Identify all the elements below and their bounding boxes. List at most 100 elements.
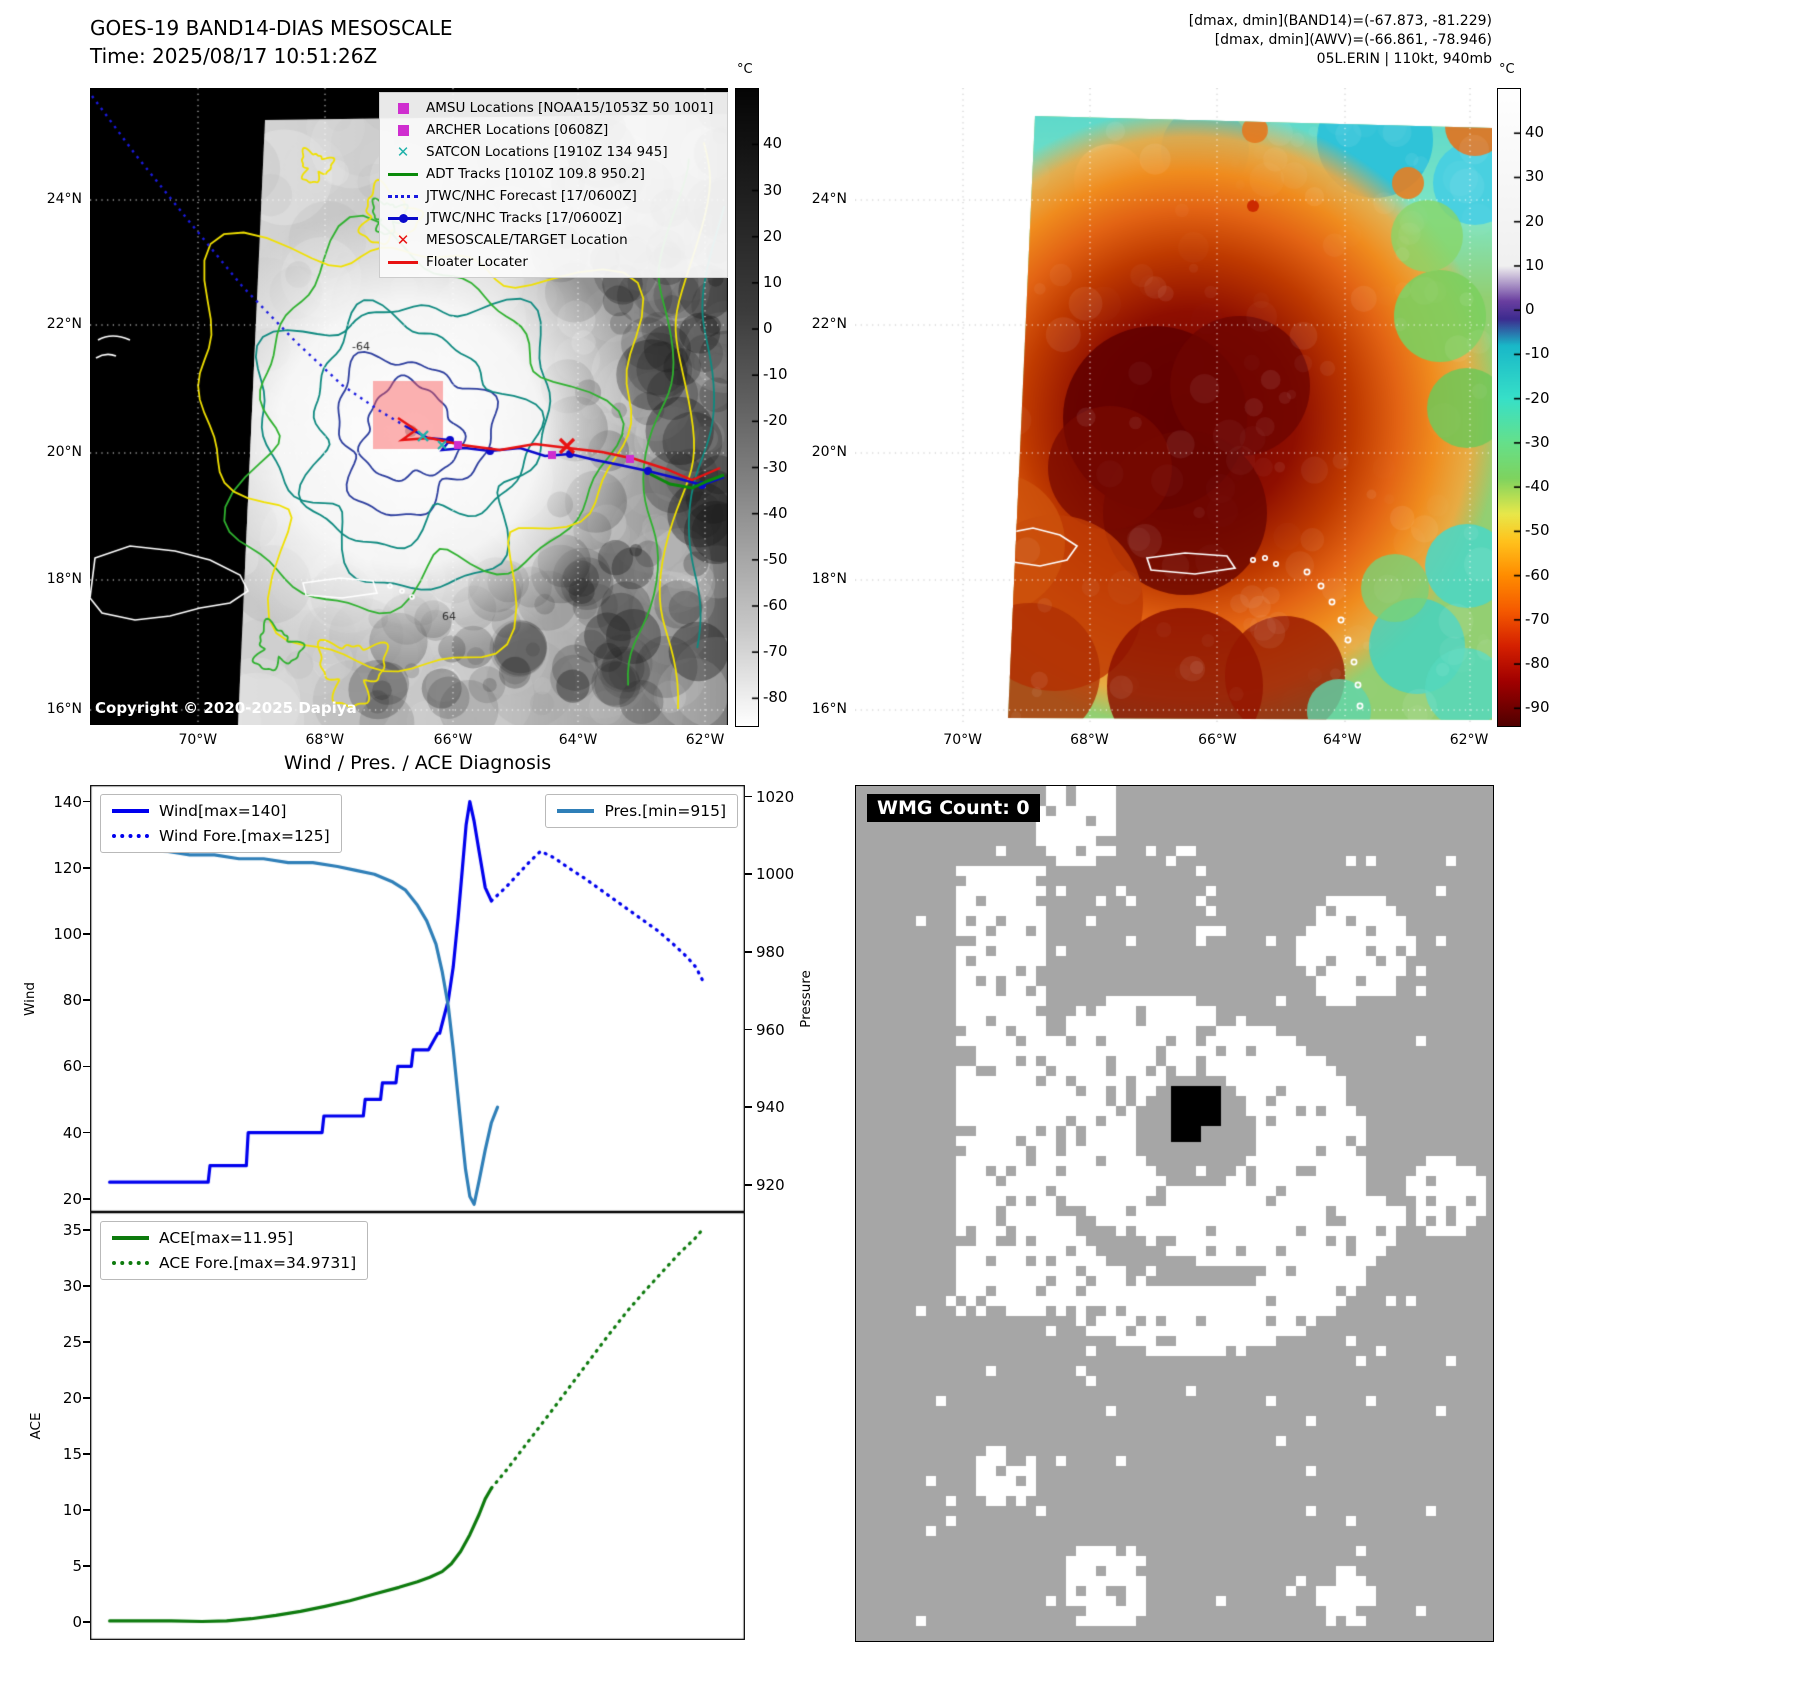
band14-ytick-label: 22°N [46,315,82,332]
ace-ytick-label-mark [83,1621,90,1623]
legend-item: ARCHER Locations [0608Z] [388,120,719,140]
legend-item: ADT Tracks [1010Z 109.8 950.2] [388,164,719,184]
awv-colorbar-tick-label: 10 [1525,255,1545,274]
pressure-ytick-label-mark [745,951,752,953]
awv-ytick-label: 20°N [811,444,847,460]
band14-colorbar-tick-label: -70 [763,642,788,661]
pressure-ytick-label-mark [745,1028,752,1031]
line-marker-icon [388,172,418,176]
ace-ytick-label: 15 [62,1445,82,1463]
awv-colorbar-tick-label: -30 [1525,432,1550,451]
awv-header: [dmax, dmin](BAND14)=(-67.873, -81.229) … [1189,12,1492,69]
band14-colorbar-tick-label: -30 [763,457,788,476]
awv-colorbar-tick-label: 20 [1525,211,1545,230]
awv-ytick-label: 16°N [811,700,847,717]
legend-item: ✕ SATCON Locations [1910Z 134 945] [388,142,719,162]
pressure-ytick-label: 1000 [756,865,795,884]
awv-colorbar-tick-label: 30 [1525,167,1545,186]
awv-satellite-map [855,88,1492,725]
ace-ytick-label-mark [83,1397,90,1399]
wmg-count-map [855,785,1494,1642]
wmg-count-label: WMG Count: 0 [867,794,1040,822]
pressure-ytick-label-mark [745,1184,752,1186]
ace-ytick-label: 25 [62,1332,82,1351]
band14-colorbar-tick-label: 20 [763,226,783,245]
wind-ytick-label: 80 [62,991,82,1010]
wind-ytick-label-mark [83,800,90,803]
legend-item: Pres.[min=915] [557,802,726,820]
band14-title: GOES-19 BAND14-DIAS MESOSCALE [90,16,453,40]
x-marker-icon: ✕ [396,231,410,249]
legend-item: ✕ MESOSCALE/TARGET Location [388,230,719,250]
band14-colorbar-tick-label: -80 [763,688,788,707]
pressure-ytick-label: 920 [756,1175,785,1194]
pressure-ytick-label: 960 [756,1020,785,1039]
dotted-marker-icon [388,194,418,198]
legend-item-label: ACE[max=11.95] [159,1229,294,1247]
awv-xtick-label: 68°W [1070,732,1109,748]
marker-shape [388,213,418,223]
marker-shape [397,102,409,114]
line-swatch-icon [557,809,595,813]
legend-item-label: Pres.[min=915] [604,802,726,820]
ace-ytick-label: 35 [62,1220,82,1239]
awv-ytick-label: 22°N [811,315,847,332]
awv-colorbar-tick-label: 0 [1525,300,1535,319]
band14-xtick-label: 68°W [305,732,345,748]
pressure-ytick-label: 980 [756,942,785,961]
awv-colorbar-tick-label: 40 [1525,123,1545,142]
legend-item-label: ACE Fore.[max=34.9731] [159,1254,357,1272]
band14-ytick-label: 18°N [46,570,82,587]
ace-ytick-label-mark [83,1341,90,1343]
ace-axis-label: ACE [28,1412,44,1440]
awv-xtick-label: 70°W [943,732,982,748]
legend-item: ACE Fore.[max=34.9731] [112,1254,356,1272]
ace-ytick-label: 5 [72,1557,82,1576]
band14-colorbar [735,88,759,727]
awv-xtick-label: 64°W [1322,732,1362,748]
line-swatch-icon [112,1236,149,1240]
wind-ytick-label-mark [83,999,90,1001]
legend-item-label: MESOSCALE/TARGET Location [426,232,628,248]
legend-item-label: SATCON Locations [1910Z 134 945] [426,144,668,160]
legend-item: Floater Locater [388,252,719,272]
legend-item-label: Wind Fore.[max=125] [159,827,330,845]
legend-item-label: AMSU Locations [NOAA15/1053Z 50 1001] [426,100,714,116]
legend-item: Wind Fore.[max=125] [112,827,330,845]
band14-ytick-label: 16°N [46,700,82,717]
awv-colorbar-tick-label: -60 [1525,565,1550,584]
wind-ytick-label-mark [83,933,90,935]
marker-shape [388,194,418,198]
band14-xtick-label: 70°W [178,732,218,748]
band14-colorbar-tick-label: -50 [763,549,788,568]
ace-ytick-label-mark [83,1229,90,1231]
pressure-ytick-label-mark [745,873,752,876]
pressure-ytick-label-mark [745,1106,752,1108]
dotted-line-swatch-icon [112,1261,149,1265]
wind-ytick-label: 40 [62,1123,82,1142]
wind-ytick-label: 120 [53,858,82,877]
awv-ytick-label: 18°N [811,570,847,587]
pressure-ytick-label-mark [745,795,752,798]
dmax-dmin-band14: [dmax, dmin](BAND14)=(-67.873, -81.229) [1188,13,1492,29]
legend-item-label: JTWC/NHC Forecast [17/0600Z] [426,188,637,204]
line-dot-marker-icon [388,213,418,223]
band14-map-legend: AMSU Locations [NOAA15/1053Z 50 1001] ARC… [379,92,728,278]
awv-colorbar-tick-label: -20 [1525,388,1550,407]
band14-colorbar-tick-label: 40 [763,134,783,153]
awv-colorbar-tick-label: -90 [1525,698,1550,717]
awv-colorbar-unit: °C [1499,62,1515,77]
ace-ytick-label: 20 [62,1388,82,1407]
awv-colorbar-tick-label: -40 [1525,477,1550,496]
ace-ytick-label-mark [83,1285,90,1287]
ace-ytick-label-mark [83,1509,90,1511]
wind-ytick-label-mark [83,1065,90,1068]
ace-ytick-label: 30 [62,1276,82,1295]
wind-ytick-label-mark [83,866,90,869]
ace-chart [90,1212,745,1640]
dmax-dmin-awv: [dmax, dmin](AWV)=(-66.861, -78.946) [1214,32,1492,48]
legend-item-label: JTWC/NHC Tracks [17/0600Z] [426,210,623,226]
ace-ytick-label-mark [83,1453,90,1455]
pressure-axis-label: Pressure [798,970,814,1028]
band14-colorbar-tick-label: -40 [763,503,788,522]
